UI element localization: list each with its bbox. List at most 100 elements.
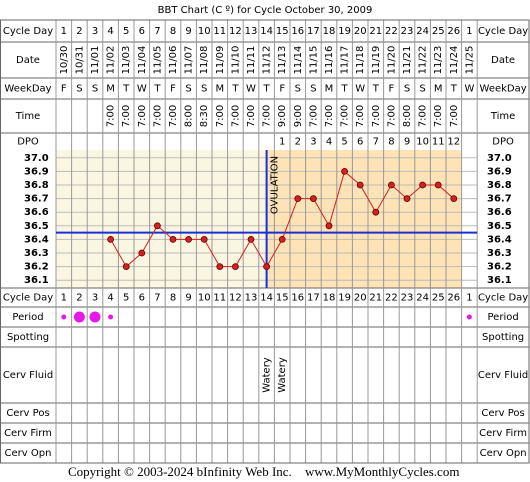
period-dot	[61, 314, 67, 320]
cycle-day: 16	[291, 26, 304, 37]
cycle-day: 11	[213, 293, 226, 304]
ovulation-label: OVULATION	[270, 156, 281, 214]
temperature-point	[419, 181, 427, 189]
y-tick-label: 36.9	[24, 166, 49, 177]
weekday: S	[201, 84, 207, 95]
time: 7:00	[137, 105, 148, 127]
date: 10/30	[59, 46, 70, 75]
y-tick-label: 36.8	[487, 180, 512, 191]
cycle-day: 2	[76, 26, 82, 37]
time: 7:00	[152, 105, 163, 127]
y-tick-label: 36.9	[487, 166, 512, 177]
weekday: F	[61, 84, 67, 95]
cycle-day: 10	[198, 26, 211, 37]
time: 7:00	[106, 105, 117, 127]
time: 7:00	[340, 105, 351, 127]
cycle-day: 14	[260, 293, 273, 304]
y-tick-label: 36.7	[24, 194, 49, 205]
cycle-day: 8	[170, 293, 176, 304]
cerv-fluid: Watery	[262, 357, 273, 393]
post-ovulation-area	[266, 150, 462, 288]
cycle-day: 17	[307, 26, 320, 37]
date: 11/01	[90, 46, 101, 75]
time: 8:00	[402, 105, 413, 127]
dpo: 9	[404, 137, 410, 148]
dpo: 2	[295, 137, 301, 148]
weekday: F	[170, 84, 176, 95]
cycle-day: 26	[447, 293, 460, 304]
date: 11/21	[402, 46, 413, 75]
cycle-day: 3	[92, 293, 98, 304]
temperature-point	[122, 263, 130, 271]
temperature-point	[216, 263, 224, 271]
time: 7:00	[168, 105, 179, 127]
temperature-point	[403, 195, 411, 203]
cycle-day: 5	[123, 26, 129, 37]
row-label: Cycle Day	[478, 293, 528, 304]
time: 9:00	[293, 105, 304, 127]
cycle-day: 23	[401, 26, 414, 37]
weekday: T	[231, 84, 239, 95]
cycle-day: 15	[276, 26, 289, 37]
date: 11/10	[230, 46, 241, 75]
weekday: S	[185, 84, 191, 95]
row-label: Date	[491, 55, 515, 66]
temperature-point	[356, 181, 364, 189]
time: 7:00	[355, 105, 366, 127]
date: 11/22	[418, 46, 429, 75]
cycle-day: 7	[154, 26, 160, 37]
row-label: Cerv Pos	[481, 408, 524, 419]
y-tick-label: 36.3	[24, 248, 49, 259]
date: 11/02	[106, 46, 117, 75]
weekday: T	[341, 84, 349, 95]
date: 11/11	[246, 46, 257, 75]
time: 7:00	[386, 105, 397, 127]
dpo: 8	[388, 137, 394, 148]
cycle-day: 20	[354, 293, 367, 304]
cycle-day: 16	[291, 293, 304, 304]
time: 8:00	[184, 105, 195, 127]
row-label: WeekDay	[4, 84, 51, 95]
date: 10/31	[74, 46, 85, 75]
cycle-day: 2	[76, 293, 82, 304]
dpo: 10	[416, 137, 429, 148]
date: 11/23	[433, 46, 444, 75]
date: 11/16	[324, 46, 335, 75]
row-label: Cycle Day	[3, 293, 53, 304]
y-tick-label: 36.7	[487, 194, 512, 205]
y-tick-label: 36.5	[24, 221, 49, 232]
weekday: T	[450, 84, 458, 95]
cycle-day: 9	[185, 293, 191, 304]
cycle-day: 14	[260, 26, 273, 37]
time: 7:00	[308, 105, 319, 127]
cycle-day: 6	[139, 26, 145, 37]
time: 7:00	[371, 105, 382, 127]
temperature-point	[294, 195, 302, 203]
dpo: 12	[447, 137, 460, 148]
date: 11/15	[308, 46, 319, 75]
cycle-day: 12	[229, 293, 242, 304]
cycle-day: 8	[170, 26, 176, 37]
weekday: S	[419, 84, 425, 95]
row-label: DPO	[17, 137, 39, 148]
cycle-day: 25	[432, 293, 445, 304]
temperature-point	[278, 235, 286, 243]
date: 11/25	[464, 46, 475, 75]
date: 11/20	[386, 46, 397, 75]
cycle-day: 3	[92, 26, 98, 37]
cycle-day: 6	[139, 293, 145, 304]
y-tick-label: 36.1	[24, 275, 49, 286]
cycle-day: 4	[107, 293, 113, 304]
temperature-point	[185, 235, 193, 243]
weekday: W	[355, 84, 365, 95]
date: 11/04	[137, 46, 148, 75]
cycle-day: 21	[369, 26, 382, 37]
temperature-point	[434, 181, 442, 189]
weekday: M	[434, 84, 443, 95]
row-label: Time	[490, 111, 515, 122]
y-tick-label: 36.8	[24, 180, 49, 191]
row-label: DPO	[492, 137, 514, 148]
row-label: WeekDay	[480, 84, 527, 95]
cycle-day: 15	[276, 293, 289, 304]
cycle-day: 12	[229, 26, 242, 37]
